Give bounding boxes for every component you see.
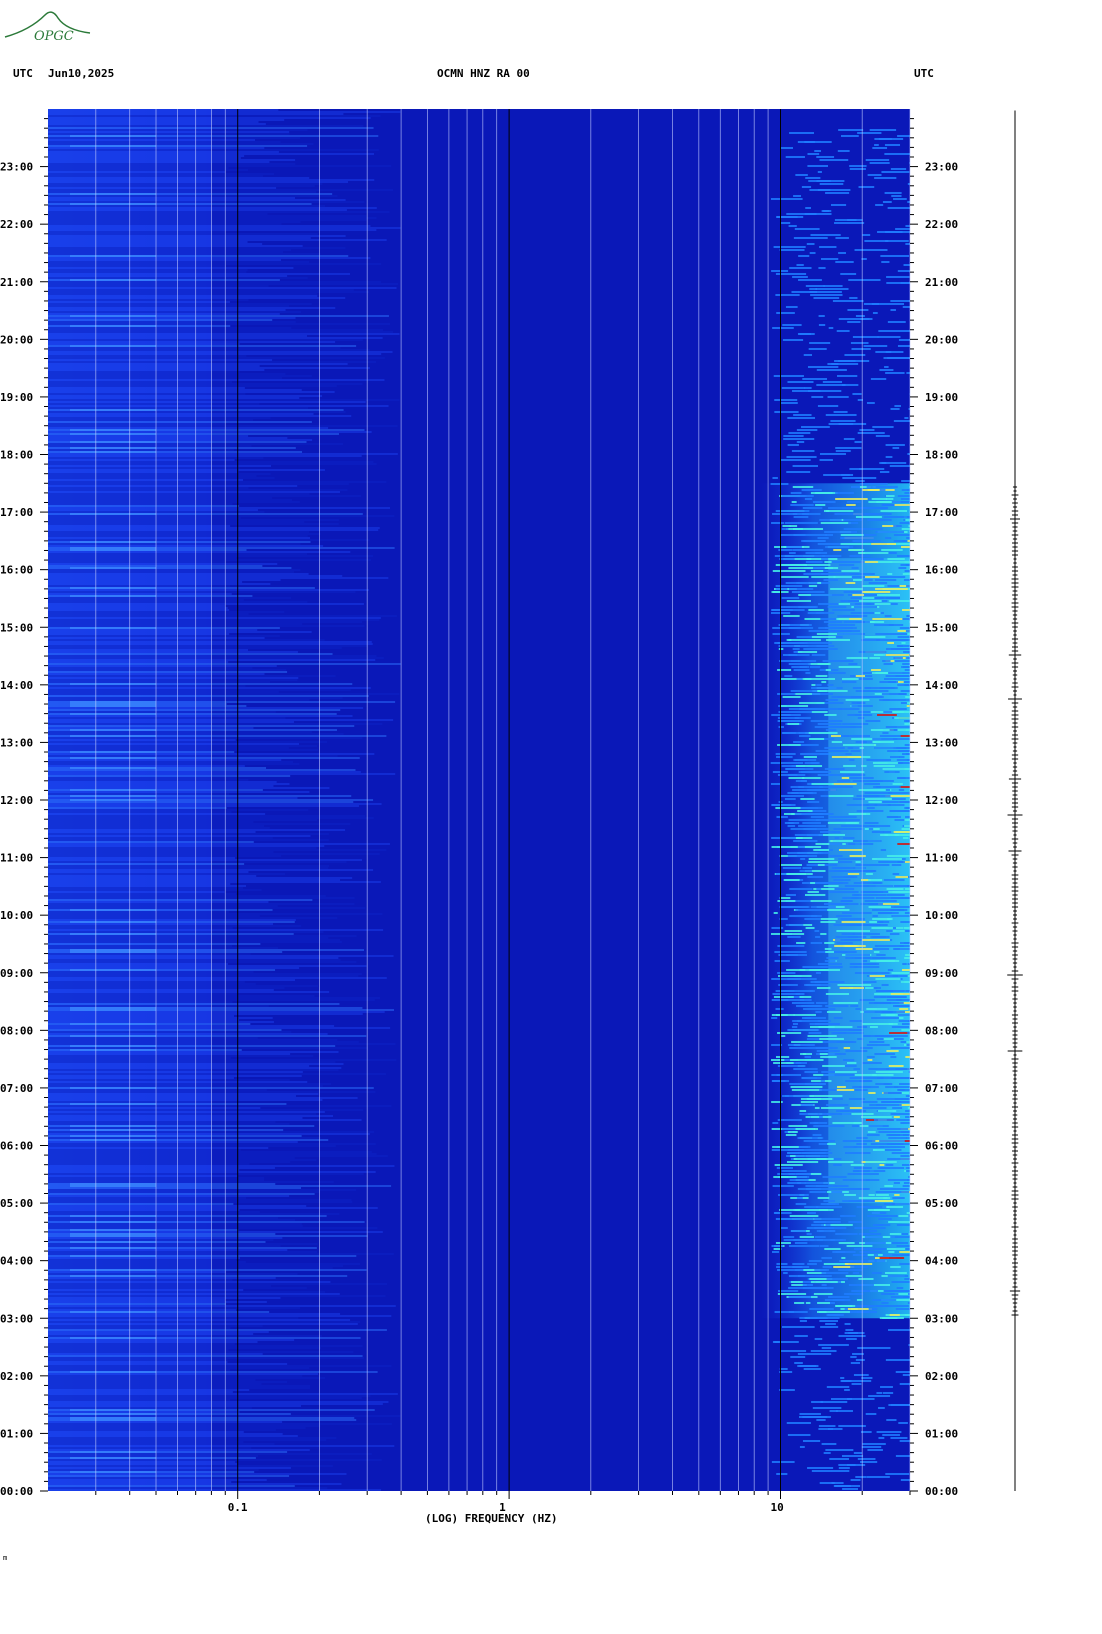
footer-mark: m (3, 1554, 7, 1562)
y-tick-label-left: 09:00 (0, 967, 33, 980)
logo-text: OPGC (34, 29, 74, 44)
y-tick-label-right: 08:00 (925, 1024, 958, 1037)
y-tick-label-left: 16:00 (0, 564, 33, 577)
y-tick-label-left: 11:00 (0, 852, 33, 865)
y-tick-label-left: 17:00 (0, 506, 33, 519)
y-tick-label-right: 20:00 (925, 333, 958, 346)
y-tick-label-right: 21:00 (925, 276, 958, 289)
y-tick-label-left: 19:00 (0, 391, 33, 404)
y-tick-label-right: 04:00 (925, 1255, 958, 1268)
y-axis-right: 00:00 01:00 02:00 03:00 04:00 05:00 06:00 07:00… (910, 118, 958, 1498)
y-tick-label-right: 16:00 (925, 564, 958, 577)
y-tick-label-right: 09:00 (925, 967, 958, 980)
y-tick-label-left: 01:00 (0, 1427, 33, 1440)
y-tick-label-left: 18:00 (0, 449, 33, 462)
y-tick-label-right: 02:00 (925, 1370, 958, 1383)
station-label: OCMN HNZ RA 00 (437, 67, 530, 80)
frequency-gridlines (95, 109, 911, 1491)
y-tick-label-right: 14:00 (925, 679, 958, 692)
date-label: Jun10,2025 (48, 67, 114, 80)
y-tick-label-right: 19:00 (925, 391, 958, 404)
y-tick-label-right: 17:00 (925, 506, 958, 519)
y-tick-label-right: 23:00 (925, 161, 958, 174)
y-tick-label-right: 22:00 (925, 218, 958, 231)
y-tick-label-right: 18:00 (925, 449, 958, 462)
y-tick-label-right: 12:00 (925, 794, 958, 807)
y-tick-label-left: 03:00 (0, 1312, 33, 1325)
opgc-logo: OPGC (4, 11, 91, 44)
y-tick-label-left: 13:00 (0, 736, 33, 749)
y-tick-label-right: 07:00 (925, 1082, 958, 1095)
y-tick-label-right: 11:00 (925, 852, 958, 865)
y-tick-label-left: 12:00 (0, 794, 33, 807)
high-frequency-energy (760, 129, 910, 1490)
y-tick-label-right: 10:00 (925, 909, 958, 922)
y-tick-label-left: 08:00 (0, 1024, 33, 1037)
y-tick-label-right: 00:00 (925, 1485, 958, 1498)
y-tick-label-right: 05:00 (925, 1197, 958, 1210)
y-tick-label-left: 23:00 (0, 161, 33, 174)
y-tick-label-left: 10:00 (0, 909, 33, 922)
x-tick-label: 0.1 (228, 1501, 248, 1514)
horizontal-streaks (48, 109, 401, 1491)
y-tick-label-right: 01:00 (925, 1427, 958, 1440)
y-tick-label-left: 21:00 (0, 276, 33, 289)
y-tick-label-left: 02:00 (0, 1370, 33, 1383)
utc-left-label: UTC (13, 67, 33, 80)
y-tick-label-right: 03:00 (925, 1312, 958, 1325)
y-tick-label-left: 04:00 (0, 1255, 33, 1268)
y-tick-label-left: 07:00 (0, 1082, 33, 1095)
y-tick-label-left: 05:00 (0, 1197, 33, 1210)
x-tick-label: 10 (771, 1501, 784, 1514)
y-tick-label-right: 13:00 (925, 736, 958, 749)
y-tick-label-right: 15:00 (925, 621, 958, 634)
y-tick-label-left: 14:00 (0, 679, 33, 692)
y-tick-label-left: 20:00 (0, 333, 33, 346)
x-axis: 0.1 1 10 (95, 1491, 911, 1514)
y-tick-label-left: 15:00 (0, 621, 33, 634)
seismic-trace (1007, 110, 1023, 1491)
y-axis-left: 00:00 01:00 02:00 03:00 04:00 05:00 06:00 07:00… (0, 118, 48, 1498)
spectrogram-area (48, 109, 911, 1491)
y-tick-label-right: 06:00 (925, 1140, 958, 1153)
y-tick-label-left: 22:00 (0, 218, 33, 231)
utc-right-label: UTC (914, 67, 934, 80)
y-tick-label-left: 00:00 (0, 1485, 33, 1498)
x-axis-title: (LOG) FREQUENCY (HZ) (425, 1512, 557, 1525)
y-tick-label-left: 06:00 (0, 1140, 33, 1153)
x-tick-label: 1 (499, 1501, 506, 1514)
